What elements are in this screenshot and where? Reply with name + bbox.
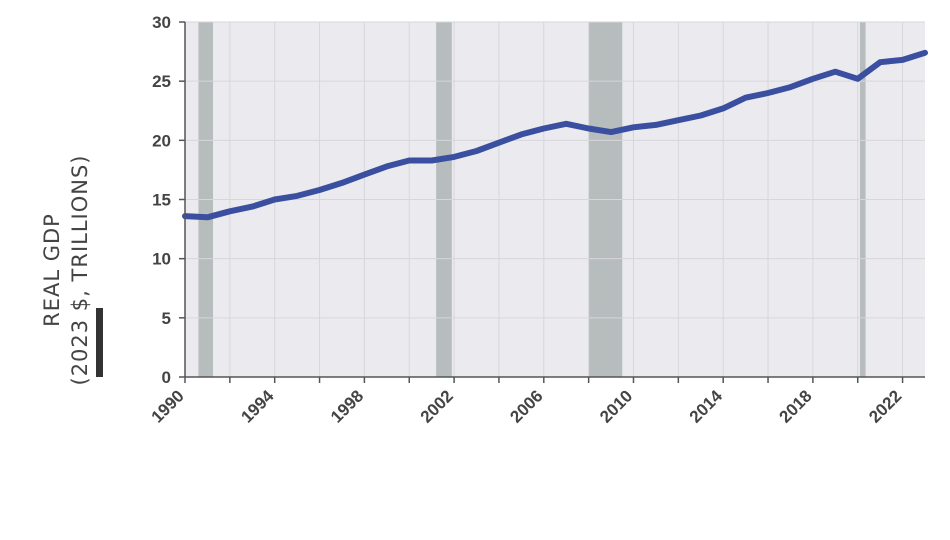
y-tick-labels: 0 5 10 15 20 25 30: [152, 13, 185, 387]
x-tick-label: 1994: [237, 386, 278, 427]
series-line-0: [182, 49, 928, 221]
x-tick-label: 2010: [596, 386, 636, 426]
x-tick-label: 1998: [327, 386, 367, 426]
y-tick-label: 30: [152, 13, 171, 32]
y-tick-label: 20: [152, 131, 171, 150]
label-marker-bar: [96, 308, 103, 377]
y-tick-label: 5: [162, 309, 171, 328]
x-tick-label: 2018: [776, 386, 816, 426]
y-tick-label: 10: [152, 250, 171, 269]
gridlines: [184, 21, 925, 378]
x-tick-label: 2002: [417, 386, 457, 426]
series-layer: [182, 49, 928, 221]
y-axis-label-line1: REAL GDP: [40, 213, 64, 327]
y-tick-label: 25: [152, 72, 171, 91]
x-tick-labels: 1990 1994 1998 2002 2006 2010 2014 2018 2022: [148, 377, 905, 427]
y-tick-label: 0: [162, 368, 171, 387]
x-tick-label: 2006: [506, 386, 546, 426]
x-tick-label: 2014: [686, 386, 727, 427]
y-tick-label: 15: [152, 191, 171, 210]
x-tick-label: 2022: [865, 386, 905, 426]
x-tick-label: 1990: [148, 386, 188, 426]
y-axis-label: REAL GDP (2023 $, TRILLIONS): [38, 155, 94, 386]
y-axis-label-line2: (2023 $, TRILLIONS): [68, 154, 92, 386]
